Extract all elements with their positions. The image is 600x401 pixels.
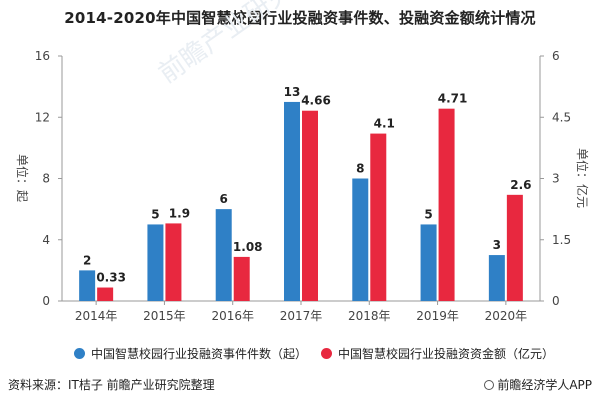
y-right-tick-label: 3 xyxy=(552,172,560,186)
data-label-amount: 1.9 xyxy=(169,206,190,220)
data-label-amount: 4.71 xyxy=(438,92,468,106)
bar-amount xyxy=(233,256,250,301)
bar-events xyxy=(488,255,505,301)
y-left-tick-label: 0 xyxy=(42,294,50,308)
bar-events xyxy=(284,101,300,301)
data-label-amount: 0.33 xyxy=(96,271,126,285)
legend-swatch-amount xyxy=(321,348,332,359)
x-tick-label: 2018年 xyxy=(348,309,391,323)
y-axis-right-label: 单位：亿元 xyxy=(575,148,590,208)
data-label-amount: 1.08 xyxy=(233,240,263,254)
legend-label-events: 中国智慧校园行业投融资事件件数（起） xyxy=(91,347,308,361)
chart-title: 2014-2020年中国智慧校园行业投融资事件数、投融资金额统计情况 xyxy=(64,9,536,27)
data-label-events: 8 xyxy=(356,162,364,176)
x-tick-label: 2019年 xyxy=(416,309,459,323)
data-label-events: 13 xyxy=(284,85,301,99)
data-label-events: 6 xyxy=(220,192,228,206)
y-right-tick-label: 1.5 xyxy=(552,233,571,247)
source-note: 资料来源：IT桔子 前瞻产业研究院整理 xyxy=(8,378,215,392)
y-left-tick-label: 16 xyxy=(35,49,50,63)
brand-credit: 前瞻经济学人APP xyxy=(484,376,592,393)
x-tick-label: 2017年 xyxy=(280,309,323,323)
y-left-tick-label: 12 xyxy=(35,110,50,124)
bar-amount xyxy=(438,108,455,301)
bar-amount xyxy=(302,110,318,301)
y-right-tick-label: 6 xyxy=(552,49,560,63)
bar-events xyxy=(147,224,164,301)
y-right-tick-label: 0 xyxy=(552,294,560,308)
bar-events xyxy=(352,178,369,301)
data-label-amount: 4.66 xyxy=(301,94,331,108)
legend-swatch-events xyxy=(74,348,85,359)
bar-amount xyxy=(506,194,523,301)
data-label-events: 5 xyxy=(151,207,159,221)
y-axis-left-label: 单位：起 xyxy=(15,154,30,202)
x-tick-label: 2014年 xyxy=(75,309,118,323)
brand-text: 前瞻经济学人APP xyxy=(497,378,592,392)
bar-amount xyxy=(165,223,182,301)
x-tick-label: 2020年 xyxy=(485,309,528,323)
data-label-amount: 2.6 xyxy=(510,178,531,192)
bar-events xyxy=(215,209,232,301)
bar-events xyxy=(420,224,437,301)
x-tick-label: 2016年 xyxy=(211,309,254,323)
data-label-events: 5 xyxy=(424,207,432,221)
brand-logo-icon xyxy=(484,380,495,390)
y-left-tick-label: 4 xyxy=(42,233,50,247)
x-tick-label: 2015年 xyxy=(143,309,186,323)
legend-item-amount: 中国智慧校园行业投融资资金额（亿元） xyxy=(321,345,554,362)
bar-amount xyxy=(97,287,114,301)
y-left-tick-label: 8 xyxy=(42,172,50,186)
bar-amount xyxy=(370,133,387,301)
data-label-events: 2 xyxy=(83,253,91,267)
legend-item-events: 中国智慧校园行业投融资事件件数（起） xyxy=(74,345,307,362)
data-label-events: 3 xyxy=(493,238,501,252)
legend-label-amount: 中国智慧校园行业投融资资金额（亿元） xyxy=(338,347,555,361)
y-right-tick-label: 4.5 xyxy=(552,110,571,124)
data-label-amount: 4.1 xyxy=(374,117,395,131)
bar-events xyxy=(79,270,96,301)
